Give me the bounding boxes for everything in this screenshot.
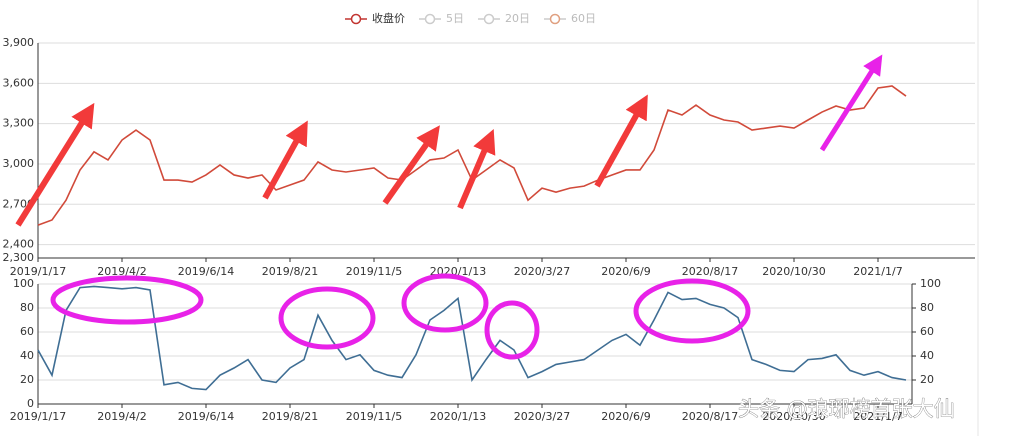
legend-label: 20日 (505, 12, 530, 25)
x-tick-label: 2020/10/30 (762, 265, 825, 278)
y2-tick-label: 80 (920, 301, 934, 314)
legend-label: 60日 (571, 12, 596, 25)
highlight-ellipse (633, 278, 751, 344)
y-tick-label: 40 (20, 349, 34, 362)
y-tick-label: 60 (20, 325, 34, 338)
legend-icon (549, 13, 561, 25)
highlight-ellipse (484, 300, 540, 360)
x-tick-label: 2019/11/5 (346, 265, 402, 278)
legend-icon (350, 13, 362, 25)
x-tick-label: 2019/4/2 (97, 410, 146, 423)
y-tick-label: 2,300 (3, 251, 35, 264)
highlight-ellipse (401, 273, 489, 333)
x-tick-label: 2020/3/27 (514, 265, 570, 278)
x-tick-label: 2019/8/21 (262, 265, 318, 278)
y-tick-label: 20 (20, 373, 34, 386)
x-tick-label: 2020/3/27 (514, 410, 570, 423)
y-tick-label: 80 (20, 301, 34, 314)
x-tick-label: 2019/1/17 (10, 410, 66, 423)
arrow (382, 125, 440, 205)
x-tick-label: 2020/6/9 (601, 410, 650, 423)
legend-icon (483, 13, 495, 25)
watermark: 头条 @琅琊榜首张大仙 (738, 397, 955, 421)
y2-tick-label: 20 (920, 373, 934, 386)
arrow (594, 94, 648, 188)
x-tick-label: 2019/6/14 (178, 410, 234, 423)
line-series (37, 285, 907, 391)
y2-tick-label: 40 (920, 349, 934, 362)
y-tick-label: 3,600 (3, 76, 35, 89)
x-tick-label: 2019/6/14 (178, 265, 234, 278)
annotations (15, 54, 883, 360)
x-tick-label: 2020/8/17 (682, 265, 738, 278)
x-tick-label: 2021/1/7 (853, 410, 902, 423)
x-tick-label: 2019/11/5 (346, 410, 402, 423)
x-tick-label: 2019/1/17 (10, 265, 66, 278)
y2-tick-label: 60 (920, 325, 934, 338)
y-tick-label: 100 (13, 277, 34, 290)
x-tick-label: 2021/1/7 (853, 265, 902, 278)
highlight-ellipse (278, 286, 376, 350)
y-tick-label: 3,300 (3, 117, 35, 130)
legend-label: 收盘价 (372, 11, 405, 25)
y-tick-label: 0 (27, 397, 34, 410)
x-tick-label: 2020/6/9 (601, 265, 650, 278)
y2-tick-label: 100 (920, 277, 941, 290)
y-tick-label: 3,000 (3, 157, 35, 170)
x-tick-label: 2020/1/13 (430, 410, 486, 423)
arrow (819, 54, 883, 152)
legend-icon (424, 13, 436, 25)
x-tick-label: 2019/4/2 (97, 265, 146, 278)
x-tick-label: 2019/8/21 (262, 410, 318, 423)
highlight-ellipse (50, 275, 204, 325)
y-tick-label: 2,400 (3, 238, 35, 251)
x-tick-label: 2020/10/30 (762, 410, 825, 423)
x-tick-label: 2020/8/17 (682, 410, 738, 423)
legend-label: 5日 (446, 12, 464, 25)
plots: 2,3002,4002,7003,0003,3003,6003,9002019/… (3, 11, 975, 423)
arrow (262, 120, 308, 200)
arrow (457, 128, 496, 210)
arrow (15, 102, 95, 227)
y-tick-label: 3,900 (3, 36, 35, 49)
